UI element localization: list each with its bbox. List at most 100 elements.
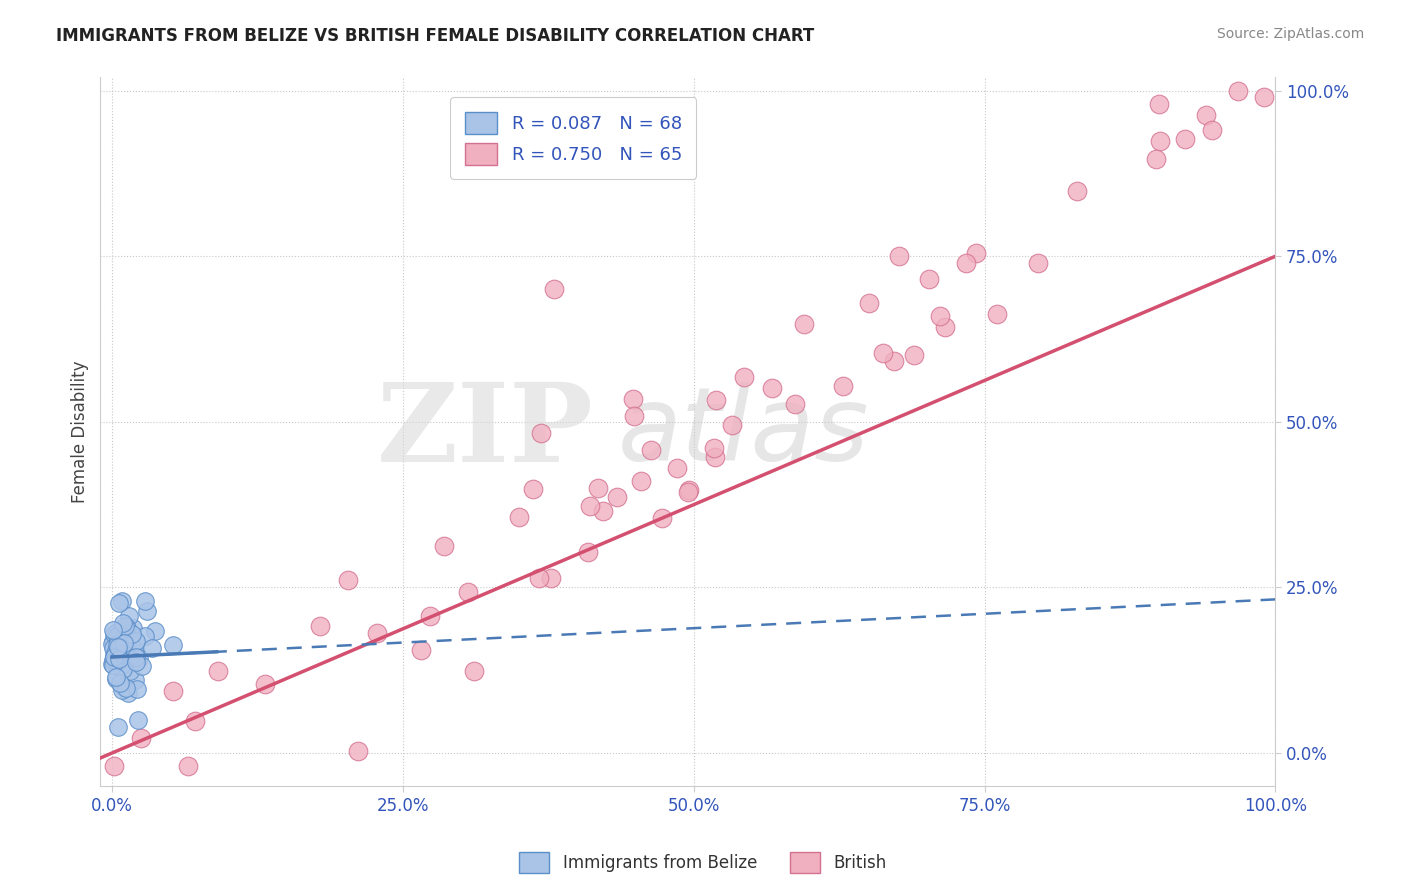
Point xyxy=(666,461,689,475)
Point xyxy=(463,665,485,679)
Text: Source: ZipAtlas.com: Source: ZipAtlas.com xyxy=(1216,27,1364,41)
Point xyxy=(108,596,131,610)
Point xyxy=(918,272,941,286)
Point xyxy=(887,249,910,263)
Point xyxy=(433,539,456,553)
Y-axis label: Female Disability: Female Disability xyxy=(72,360,89,503)
Point xyxy=(111,615,134,630)
Point xyxy=(108,635,131,649)
Point xyxy=(103,627,125,641)
Point xyxy=(134,594,156,608)
Point xyxy=(135,604,157,618)
Point xyxy=(101,637,124,651)
Point xyxy=(1147,96,1170,111)
Point xyxy=(254,677,277,691)
Point xyxy=(134,629,156,643)
Point xyxy=(111,683,134,698)
Point xyxy=(346,744,368,758)
Point xyxy=(114,636,136,650)
Point xyxy=(986,307,1008,321)
Point xyxy=(508,510,530,524)
Point xyxy=(121,646,143,660)
Point xyxy=(118,608,141,623)
Point xyxy=(120,654,142,668)
Point xyxy=(118,664,141,678)
Point xyxy=(651,510,673,524)
Point xyxy=(678,483,700,497)
Point xyxy=(104,672,127,686)
Point xyxy=(117,648,139,662)
Point xyxy=(965,246,987,260)
Point xyxy=(411,643,433,657)
Point xyxy=(124,644,146,658)
Point xyxy=(676,485,699,500)
Point xyxy=(105,641,128,656)
Point xyxy=(101,640,124,655)
Point xyxy=(793,317,815,331)
Point xyxy=(115,645,138,659)
Point xyxy=(114,639,136,653)
Point xyxy=(101,657,124,672)
Point xyxy=(955,255,977,269)
Point xyxy=(929,309,952,323)
Point xyxy=(883,353,905,368)
Point xyxy=(1149,134,1171,148)
Point xyxy=(103,759,125,773)
Point xyxy=(124,673,146,688)
Point xyxy=(783,397,806,411)
Point xyxy=(308,618,330,632)
Point xyxy=(1253,90,1275,104)
Point xyxy=(903,348,925,362)
Point xyxy=(1026,256,1049,270)
Point xyxy=(104,646,127,660)
Point xyxy=(419,609,441,624)
Point xyxy=(530,426,553,441)
Point xyxy=(543,282,565,296)
Point xyxy=(336,574,359,588)
Point xyxy=(105,659,128,673)
Point xyxy=(588,481,610,495)
Point xyxy=(107,638,129,652)
Point xyxy=(103,637,125,651)
Point xyxy=(103,634,125,648)
Point xyxy=(107,719,129,733)
Point xyxy=(623,409,645,423)
Point xyxy=(105,625,128,640)
Point xyxy=(1195,108,1218,122)
Point xyxy=(104,650,127,665)
Point xyxy=(105,629,128,643)
Text: IMMIGRANTS FROM BELIZE VS BRITISH FEMALE DISABILITY CORRELATION CHART: IMMIGRANTS FROM BELIZE VS BRITISH FEMALE… xyxy=(56,27,814,45)
Point xyxy=(621,392,644,406)
Point xyxy=(606,490,628,504)
Point xyxy=(111,594,134,608)
Legend: Immigrants from Belize, British: Immigrants from Belize, British xyxy=(513,846,893,880)
Point xyxy=(117,686,139,700)
Point xyxy=(721,417,744,432)
Point xyxy=(522,483,544,497)
Point xyxy=(177,759,200,773)
Point xyxy=(103,650,125,665)
Point xyxy=(143,624,166,638)
Point xyxy=(131,659,153,673)
Point xyxy=(121,626,143,640)
Point xyxy=(105,670,128,684)
Point xyxy=(1066,184,1088,198)
Point xyxy=(115,621,138,635)
Point xyxy=(103,653,125,667)
Point xyxy=(111,680,134,694)
Point xyxy=(125,634,148,648)
Point xyxy=(1144,152,1167,166)
Point xyxy=(125,655,148,669)
Point xyxy=(114,619,136,633)
Point xyxy=(1173,132,1195,146)
Point xyxy=(366,625,388,640)
Point xyxy=(114,681,136,696)
Point xyxy=(527,571,550,585)
Point xyxy=(457,585,479,599)
Point xyxy=(207,664,229,678)
Point xyxy=(1227,84,1250,98)
Point xyxy=(110,675,132,690)
Point xyxy=(125,682,148,697)
Point xyxy=(703,450,725,465)
Text: ZIP: ZIP xyxy=(377,378,593,485)
